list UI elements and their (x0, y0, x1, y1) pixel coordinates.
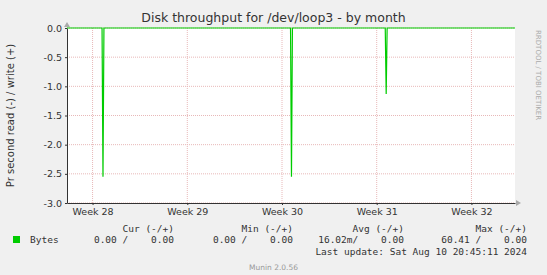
x-grid-line (471, 28, 472, 203)
title: Disk throughput for /dev/loop3 - by mont… (141, 10, 405, 25)
footer: Munin 2.0.56 (249, 263, 298, 272)
y-tick-mark (65, 28, 67, 29)
x-tick-mark (377, 203, 378, 205)
x-tick-mark (187, 203, 188, 205)
legend-stat: 0.00 / 0.00 (213, 234, 293, 245)
x-axis: Week 28 Week 29 Week 30 Week 31 Week 32 (68, 203, 516, 217)
x-tick-label: Week 28 (73, 206, 114, 217)
y-tick-label: -2.5 (43, 168, 62, 179)
legend-header: Min (-/+) (242, 223, 293, 234)
x-tick-label: Week 29 (167, 206, 208, 217)
x-tick-mark (471, 203, 472, 205)
y-tick-label: -3.0 (43, 198, 62, 209)
grid (67, 28, 515, 203)
x-tick: Week 28 (73, 203, 114, 217)
legend-stat: 0.00 / 0.00 (94, 234, 174, 245)
y-tick-label: -2.0 (43, 139, 62, 150)
y-grid-line (67, 203, 515, 204)
y-tick-mark (65, 116, 67, 117)
x-tick: Week 31 (357, 203, 398, 217)
legend-header: Max (-/+) (476, 223, 527, 234)
legend-header: Cur (-/+) (123, 223, 174, 234)
plot-area (67, 28, 515, 203)
legend-stat: 60.41 / 0.00 (441, 234, 527, 245)
x-grid-line (282, 28, 283, 203)
y-tick-mark (65, 145, 67, 146)
last-update: Last update: Sat Aug 10 20:45:11 2024 (315, 246, 527, 257)
y-tick: -3.0 (43, 198, 67, 209)
series-line (67, 28, 515, 177)
background (0, 0, 547, 275)
chart: Disk throughput for /dev/loop3 - by mont… (0, 0, 547, 275)
watermark: RRDTOOL / TOBI OETIKER (534, 30, 542, 120)
x-grid-line (92, 28, 93, 203)
y-axis-line (67, 29, 68, 204)
axis-arrow (516, 200, 521, 206)
y-tick-mark (65, 57, 67, 58)
y-tick-label: -1.5 (43, 110, 62, 121)
x-tick-mark (93, 203, 94, 205)
y-tick-mark (65, 86, 67, 87)
x-tick-label: Week 31 (357, 206, 398, 217)
y-tick-mark (65, 203, 67, 204)
y-tick: -1.5 (43, 110, 67, 121)
legend-swatch (13, 236, 20, 243)
x-tick: Week 32 (451, 203, 492, 217)
y-tick-label: 0.0 (47, 23, 62, 34)
series-group (67, 28, 515, 177)
y-axis: 0.0 -0.5 -1.0 -1.5 -2.0 -2.5 -3.0 (43, 23, 67, 209)
y-axis-title: Pr second read (-) / write (+) (5, 44, 16, 187)
x-tick-label: Week 32 (451, 206, 492, 217)
y-tick-label: -0.5 (43, 52, 62, 63)
y-tick-mark (65, 174, 67, 175)
x-tick-label: Week 30 (262, 206, 303, 217)
y-tick: -2.5 (43, 168, 67, 179)
y-tick: -1.0 (43, 81, 67, 92)
legend-header: Avg (-/+) (353, 223, 404, 234)
x-tick: Week 30 (262, 203, 303, 217)
legend-label: Bytes (30, 234, 59, 245)
y-tick: 0.0 (47, 23, 67, 34)
x-axis-line (68, 203, 516, 204)
y-tick: -0.5 (43, 52, 67, 63)
y-tick-label: -1.0 (43, 81, 62, 92)
axis-arrow (64, 22, 70, 27)
x-grid-line (187, 28, 188, 203)
x-tick-mark (282, 203, 283, 205)
y-tick: -2.0 (43, 139, 67, 150)
x-tick: Week 29 (167, 203, 208, 217)
legend-stat: 16.02m/ 0.00 (318, 234, 404, 245)
x-grid-line (376, 28, 377, 203)
